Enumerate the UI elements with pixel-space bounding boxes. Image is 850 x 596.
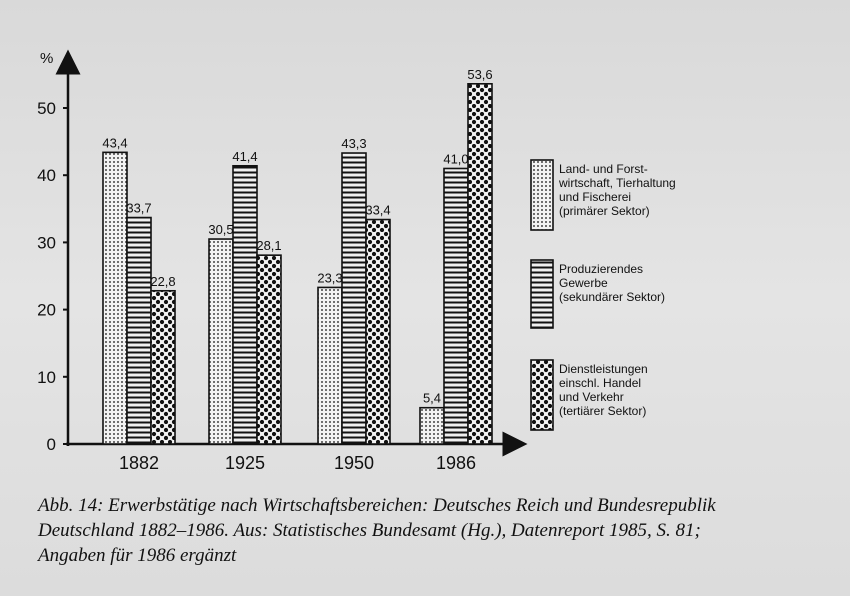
legend-label: (primärer Sektor) [559, 204, 650, 218]
y-tick-label: 10 [37, 368, 56, 387]
bar-value-label: 23,3 [317, 270, 342, 285]
bar [467, 83, 493, 445]
y-tick-label: 40 [37, 166, 56, 185]
legend-label: (tertiärer Sektor) [559, 404, 646, 418]
bar [126, 216, 152, 445]
y-axis-label: % [40, 50, 53, 67]
legend-swatch [530, 359, 554, 431]
legend-label: wirtschaft, Tierhaltung [558, 176, 676, 190]
bar [208, 238, 234, 445]
legend-label: Land- und Forst- [559, 162, 648, 176]
legend-label: Dienstleistungen [559, 362, 648, 376]
bar [341, 152, 367, 445]
caption-line-1: Abb. 14: Erwerbstätige nach Wirtschaftsb… [38, 495, 716, 516]
y-tick-label: 0 [47, 435, 56, 454]
bar-value-label: 43,3 [341, 136, 366, 151]
legend-label: und Fischerei [559, 190, 631, 204]
x-tick-label: 1882 [119, 453, 159, 473]
y-tick-label: 30 [37, 233, 56, 252]
bar [419, 406, 445, 445]
bar-value-label: 43,4 [102, 135, 127, 150]
bar-value-label: 53,6 [467, 67, 492, 82]
caption-line-3: Angaben für 1986 ergänzt [38, 545, 237, 566]
legend-label: einschl. Handel [559, 376, 641, 390]
bar-value-label: 41,4 [232, 149, 257, 164]
figure-caption: Abb. 14: Erwerbstätige nach Wirtschaftsb… [38, 493, 828, 568]
bar [150, 289, 176, 445]
legend-swatch [530, 159, 554, 231]
x-tick-label: 1925 [225, 453, 265, 473]
bars: 43,4 30,5 23,3 5,4 33,7 41,4 43,3 41,0 22,8 28,1 3… [102, 67, 493, 445]
bar-value-label: 22,8 [150, 274, 175, 289]
bar-chart: % 0 10 20 30 40 50 1882 1925 1950 1986 43,4 30,5 23,… [37, 49, 676, 473]
bar-value-label: 28,1 [256, 238, 281, 253]
x-tick-label: 1986 [436, 453, 476, 473]
bar [443, 167, 469, 445]
bar [232, 164, 258, 445]
y-tick-label: 50 [37, 99, 56, 118]
bar-value-label: 41,0 [443, 151, 468, 166]
legend-label: (sekundärer Sektor) [559, 290, 665, 304]
bar-value-label: 30,5 [208, 222, 233, 237]
bar-value-label: 33,7 [126, 201, 151, 216]
bar [365, 218, 391, 445]
caption-line-2: Deutschland 1882–1986. Aus: Statistische… [38, 520, 701, 541]
legend-label: und Verkehr [559, 390, 624, 404]
bar [256, 254, 282, 445]
legend-label: Gewerbe [559, 276, 608, 290]
x-tick-label: 1950 [334, 453, 374, 473]
legend: Land- und Forst-wirtschaft, Tierhaltungu… [530, 159, 676, 431]
bar [102, 151, 128, 445]
legend-swatch [530, 259, 554, 329]
bar-value-label: 5,4 [423, 391, 441, 406]
legend-label: Produzierendes [559, 262, 643, 276]
bar [317, 286, 343, 445]
y-tick-label: 20 [37, 301, 56, 320]
bar-value-label: 33,4 [365, 203, 390, 218]
